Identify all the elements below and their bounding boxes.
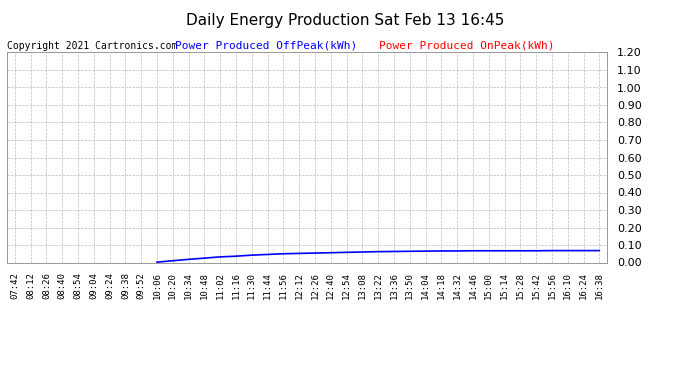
- Text: Power Produced OffPeak(kWh): Power Produced OffPeak(kWh): [175, 41, 357, 51]
- Text: Daily Energy Production Sat Feb 13 16:45: Daily Energy Production Sat Feb 13 16:45: [186, 13, 504, 28]
- Text: Power Produced OnPeak(kWh): Power Produced OnPeak(kWh): [379, 41, 555, 51]
- Text: Copyright 2021 Cartronics.com: Copyright 2021 Cartronics.com: [7, 41, 177, 51]
